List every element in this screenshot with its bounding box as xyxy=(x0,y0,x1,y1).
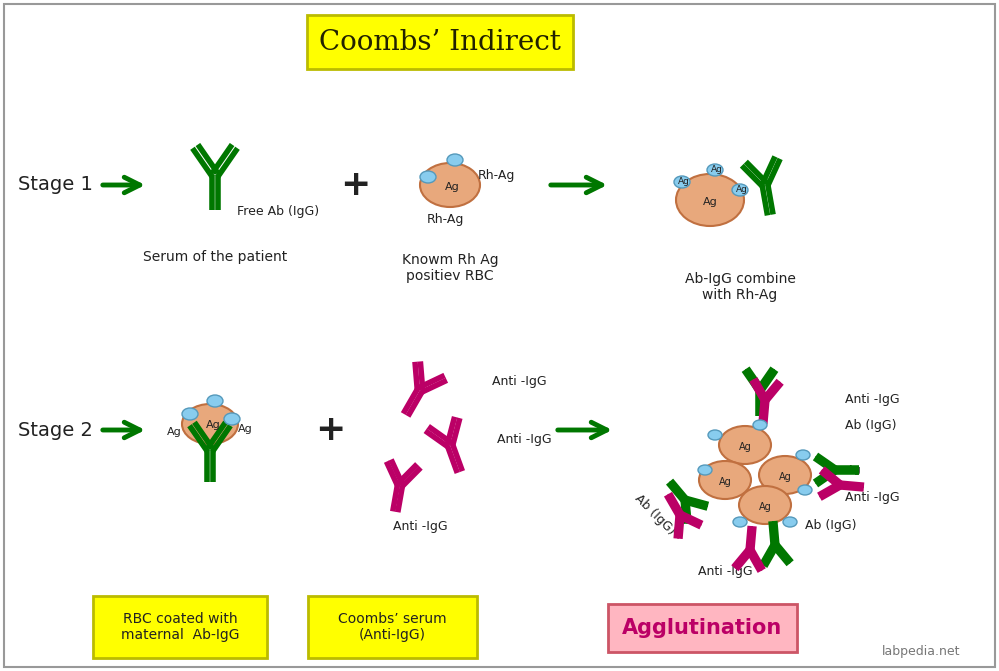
Text: Ab (IgG): Ab (IgG) xyxy=(805,519,856,531)
FancyBboxPatch shape xyxy=(93,596,267,658)
Ellipse shape xyxy=(783,517,797,527)
Text: Ag: Ag xyxy=(711,164,723,174)
Text: Ag: Ag xyxy=(738,442,751,452)
Text: +: + xyxy=(315,413,346,447)
FancyBboxPatch shape xyxy=(608,604,797,652)
Ellipse shape xyxy=(796,450,810,460)
FancyBboxPatch shape xyxy=(307,15,573,69)
Text: Ag: Ag xyxy=(778,472,791,482)
Text: Anti -IgG: Anti -IgG xyxy=(497,433,551,446)
Text: Ag: Ag xyxy=(736,185,748,193)
Text: Stage 1: Stage 1 xyxy=(18,176,93,195)
Text: Rh-Ag: Rh-Ag xyxy=(427,213,464,226)
Ellipse shape xyxy=(676,174,744,226)
Text: Ag: Ag xyxy=(445,182,460,192)
Ellipse shape xyxy=(759,456,811,494)
Text: labpedia.net: labpedia.net xyxy=(881,645,960,658)
Text: Ab-IgG combine
with Rh-Ag: Ab-IgG combine with Rh-Ag xyxy=(684,272,795,302)
FancyBboxPatch shape xyxy=(308,596,477,658)
Text: Anti -IgG: Anti -IgG xyxy=(697,565,752,578)
Text: +: + xyxy=(340,168,371,202)
Ellipse shape xyxy=(739,486,791,524)
Text: Anti -IgG: Anti -IgG xyxy=(393,520,448,533)
Ellipse shape xyxy=(674,176,690,188)
Ellipse shape xyxy=(753,420,767,430)
Ellipse shape xyxy=(182,408,198,420)
Ellipse shape xyxy=(733,517,747,527)
Ellipse shape xyxy=(699,461,751,499)
Text: RBC coated with
maternal  Ab-IgG: RBC coated with maternal Ab-IgG xyxy=(121,612,239,642)
Text: Ag: Ag xyxy=(206,420,221,430)
Text: Ag: Ag xyxy=(758,502,771,512)
FancyBboxPatch shape xyxy=(4,4,995,667)
Text: Ab (IgG): Ab (IgG) xyxy=(632,493,677,537)
Ellipse shape xyxy=(224,413,240,425)
Text: Rh-Ag: Rh-Ag xyxy=(478,168,515,181)
Ellipse shape xyxy=(719,426,771,464)
Ellipse shape xyxy=(182,404,238,444)
Text: Ag: Ag xyxy=(678,176,690,185)
Text: Free Ab (IgG): Free Ab (IgG) xyxy=(237,205,319,218)
Text: Serum of the patient: Serum of the patient xyxy=(143,250,287,264)
Ellipse shape xyxy=(420,163,480,207)
Text: Coombs’ Indirect: Coombs’ Indirect xyxy=(319,28,560,56)
Text: Coombs’ serum
(Anti-IgG): Coombs’ serum (Anti-IgG) xyxy=(338,612,447,642)
Ellipse shape xyxy=(698,465,712,475)
Text: Anti -IgG: Anti -IgG xyxy=(845,393,900,407)
Text: Anti -IgG: Anti -IgG xyxy=(492,376,546,389)
Ellipse shape xyxy=(420,171,436,183)
Text: Ag: Ag xyxy=(238,424,253,434)
Text: Ag: Ag xyxy=(718,477,731,487)
Ellipse shape xyxy=(708,430,722,440)
Text: Stage 2: Stage 2 xyxy=(18,421,93,440)
Text: Knowm Rh Ag
positiev RBC: Knowm Rh Ag positiev RBC xyxy=(402,253,499,283)
Text: Agglutination: Agglutination xyxy=(621,618,782,638)
Ellipse shape xyxy=(732,184,748,196)
Text: Ag: Ag xyxy=(702,197,717,207)
Text: Anti -IgG: Anti -IgG xyxy=(845,491,900,505)
Text: Ag: Ag xyxy=(847,465,862,475)
Text: Ab (IgG): Ab (IgG) xyxy=(845,419,896,431)
Ellipse shape xyxy=(707,164,723,176)
Ellipse shape xyxy=(447,154,463,166)
Text: Ag: Ag xyxy=(167,427,182,437)
Ellipse shape xyxy=(798,485,812,495)
Ellipse shape xyxy=(207,395,223,407)
